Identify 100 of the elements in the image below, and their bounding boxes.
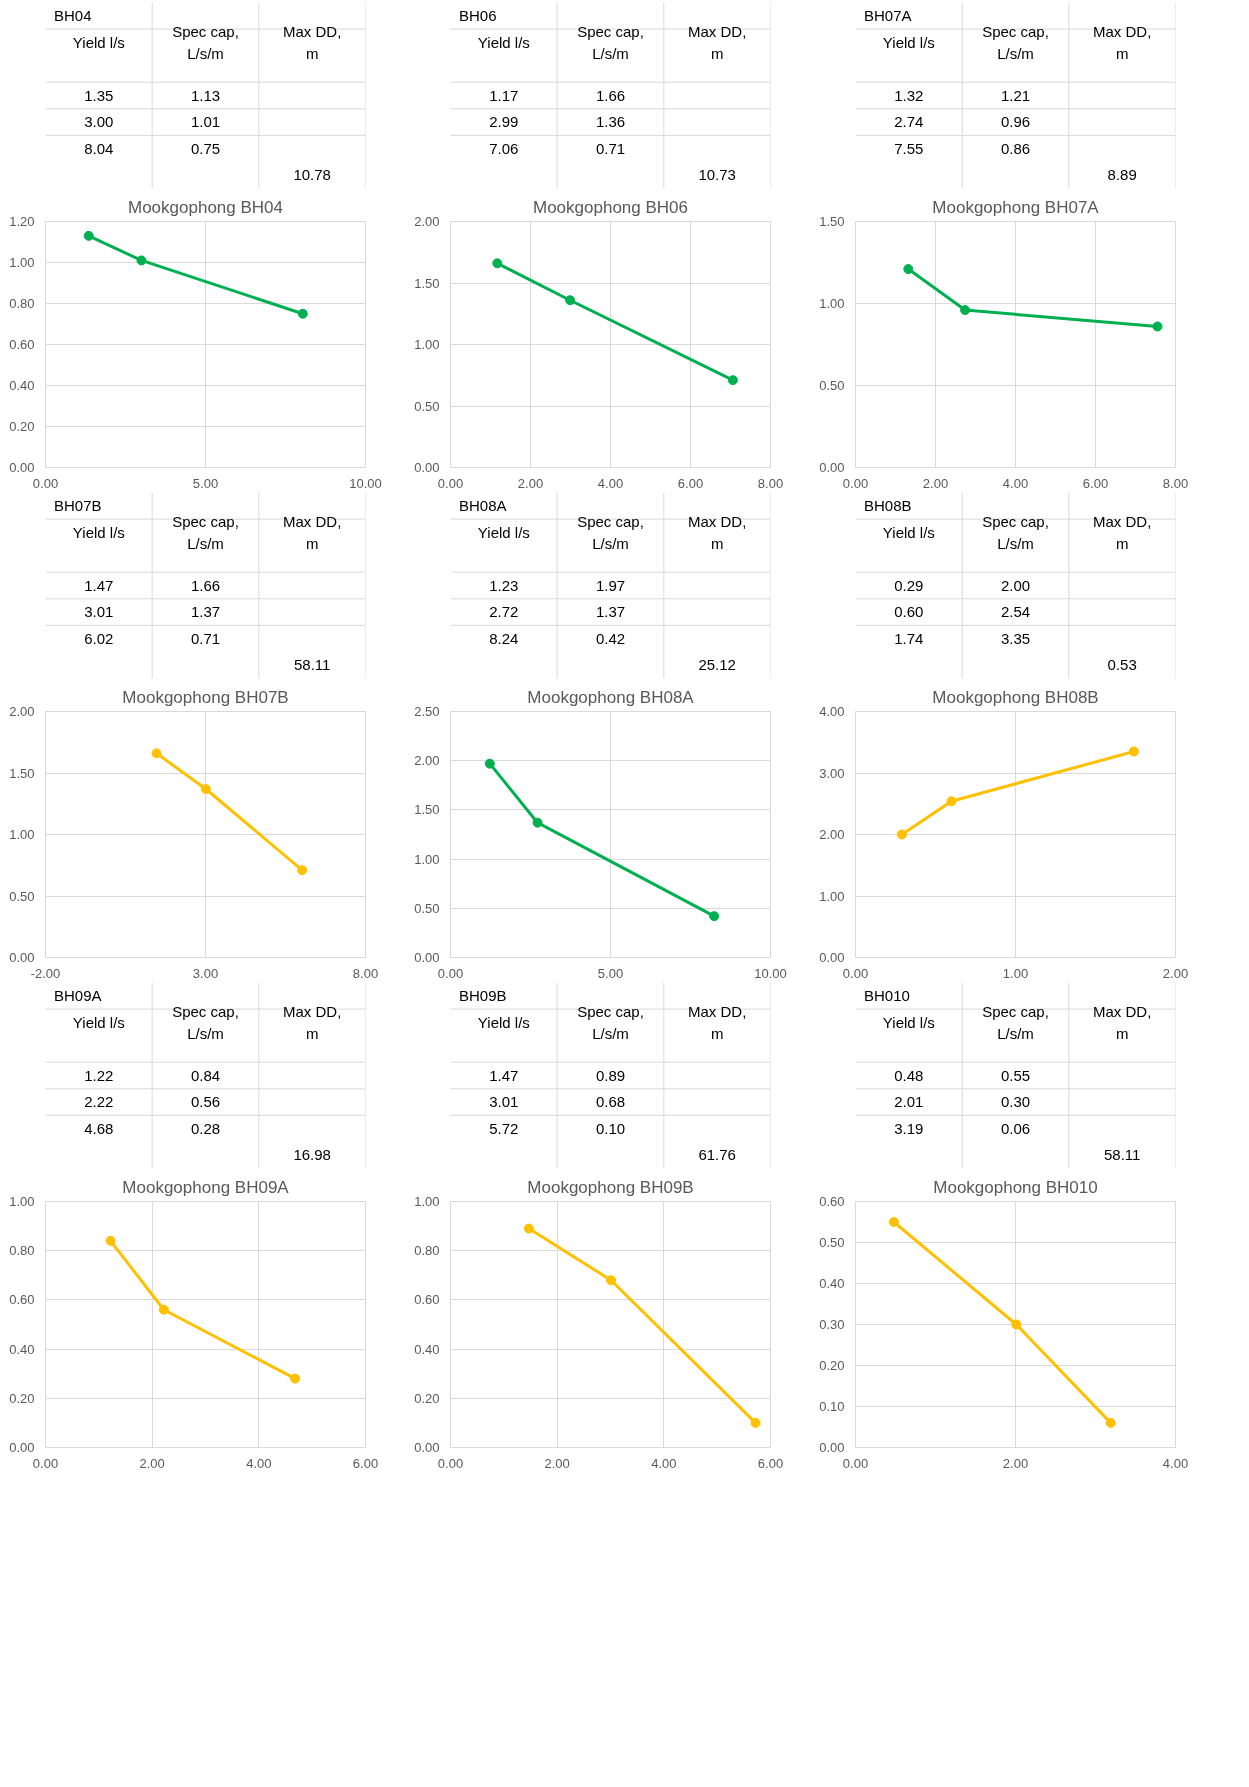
text: 0.86 xyxy=(1000,139,1031,157)
y-tick-label: 0.40 xyxy=(9,1341,35,1357)
x-tick-label: 5.00 xyxy=(192,475,219,491)
text: 0.48 xyxy=(894,1066,924,1084)
text: BH08B xyxy=(864,497,912,515)
x-tick-label: 10.00 xyxy=(754,965,787,981)
y-tick-label: 0.40 xyxy=(819,1276,845,1291)
x-tick-label: 8.00 xyxy=(1162,475,1189,491)
text: 0.56 xyxy=(190,1093,221,1111)
y-tick-label: 2.00 xyxy=(414,753,440,769)
text: 2.72 xyxy=(489,603,519,621)
text: BH04 xyxy=(54,7,92,25)
y-tick-label: 0.50 xyxy=(9,888,35,904)
text: BH07B xyxy=(54,497,102,515)
x-tick-label: 8.00 xyxy=(757,475,784,491)
chart-title: Mookgophong BH08A xyxy=(527,687,695,707)
chart-title: Mookgophong BH07A xyxy=(932,197,1100,217)
text: 7.06 xyxy=(489,139,519,157)
y-tick-label: 0.50 xyxy=(819,378,845,393)
text: 3.19 xyxy=(894,1119,924,1137)
x-tick-label: 0.00 xyxy=(437,475,464,491)
text: 0.89 xyxy=(595,1066,626,1084)
text: 1.66 xyxy=(595,86,626,104)
y-tick-label: 0.00 xyxy=(9,950,35,965)
text: 1.32 xyxy=(894,86,924,104)
chart-title: Mookgophong BH010 xyxy=(933,1177,1098,1197)
text: 1.21 xyxy=(1000,86,1031,104)
text: 1.37 xyxy=(190,603,221,621)
text: 8.89 xyxy=(1107,166,1137,184)
text: 1.97 xyxy=(595,576,626,594)
y-tick-label: 1.00 xyxy=(414,1194,440,1209)
x-tick-label: 6.00 xyxy=(757,1455,784,1471)
y-tick-label: 0.60 xyxy=(819,1194,845,1209)
y-tick-label: 0.40 xyxy=(9,378,35,393)
text: BH09B xyxy=(459,987,507,1005)
x-tick-label: 1.00 xyxy=(1002,965,1029,981)
text: 1.37 xyxy=(595,603,626,621)
text: Max DD, m xyxy=(688,22,747,62)
text: 2.54 xyxy=(1000,603,1031,621)
text: 58.11 xyxy=(293,656,331,674)
y-tick-label: 1.50 xyxy=(414,275,440,291)
text: Spec cap, L/s/m xyxy=(172,22,239,62)
x-tick-label: 6.00 xyxy=(1082,475,1109,491)
x-tick-label: 5.00 xyxy=(597,965,624,981)
y-tick-label: 1.50 xyxy=(414,802,440,818)
text: 4.68 xyxy=(84,1119,114,1137)
text: Spec cap, L/s/m xyxy=(577,1002,644,1042)
y-tick-label: 0.00 xyxy=(414,950,440,965)
text: BH09A xyxy=(54,987,102,1005)
y-tick-label: 1.00 xyxy=(819,888,845,904)
y-tick-label: 0.60 xyxy=(9,1292,35,1308)
x-tick-label: 6.00 xyxy=(677,475,704,491)
text: 0.10 xyxy=(595,1119,626,1137)
text: 1.47 xyxy=(489,1066,519,1084)
text: Spec cap, L/s/m xyxy=(982,1002,1049,1042)
x-tick-label: 8.00 xyxy=(352,965,379,981)
x-tick-label: 2.00 xyxy=(139,1455,165,1471)
text: 10.78 xyxy=(293,166,331,184)
text: 1.13 xyxy=(190,86,221,104)
x-tick-label: 2.00 xyxy=(544,1455,570,1471)
text: Spec cap, L/s/m xyxy=(577,512,644,552)
text: Max DD, m xyxy=(283,512,342,552)
y-tick-label: 1.00 xyxy=(414,337,440,352)
text: 0.60 xyxy=(894,603,924,621)
text: Max DD, m xyxy=(283,22,342,62)
text: Yield l/s xyxy=(882,1013,935,1031)
y-tick-label: 1.00 xyxy=(9,255,35,270)
text: 1.66 xyxy=(190,576,221,594)
text: Yield l/s xyxy=(477,33,530,51)
y-tick-label: 2.00 xyxy=(819,827,845,842)
text: 3.00 xyxy=(84,113,114,131)
text: 0.28 xyxy=(190,1119,221,1137)
y-tick-label: 4.00 xyxy=(819,704,845,719)
y-tick-label: 0.00 xyxy=(414,1440,440,1455)
x-tick-label: -2.00 xyxy=(30,965,61,981)
text: 3.01 xyxy=(84,603,114,621)
text: 0.96 xyxy=(1000,113,1031,131)
y-tick-label: 0.50 xyxy=(414,398,440,414)
text: Spec cap, L/s/m xyxy=(172,1002,239,1042)
y-tick-label: 1.00 xyxy=(9,827,35,842)
text: 8.04 xyxy=(84,139,114,157)
text: 0.84 xyxy=(190,1066,221,1084)
chart-title: Mookgophong BH06 xyxy=(533,197,689,217)
x-tick-label: 0.00 xyxy=(842,965,869,981)
text: Spec cap, L/s/m xyxy=(172,512,239,552)
text: BH07A xyxy=(864,7,912,25)
text: 2.99 xyxy=(489,113,519,131)
text: 0.68 xyxy=(595,1093,626,1111)
y-tick-label: 2.00 xyxy=(414,214,440,229)
text: 2.74 xyxy=(894,113,924,131)
text: 1.01 xyxy=(190,113,221,131)
x-tick-label: 10.00 xyxy=(349,475,382,491)
text: Max DD, m xyxy=(1093,22,1152,62)
y-tick-label: 0.60 xyxy=(9,337,35,352)
text: Spec cap, L/s/m xyxy=(982,22,1049,62)
text: 0.75 xyxy=(190,139,221,157)
y-tick-label: 2.50 xyxy=(414,704,440,719)
y-tick-label: 1.00 xyxy=(9,1194,35,1209)
text: 0.53 xyxy=(1107,656,1137,674)
y-tick-label: 1.50 xyxy=(9,765,35,781)
